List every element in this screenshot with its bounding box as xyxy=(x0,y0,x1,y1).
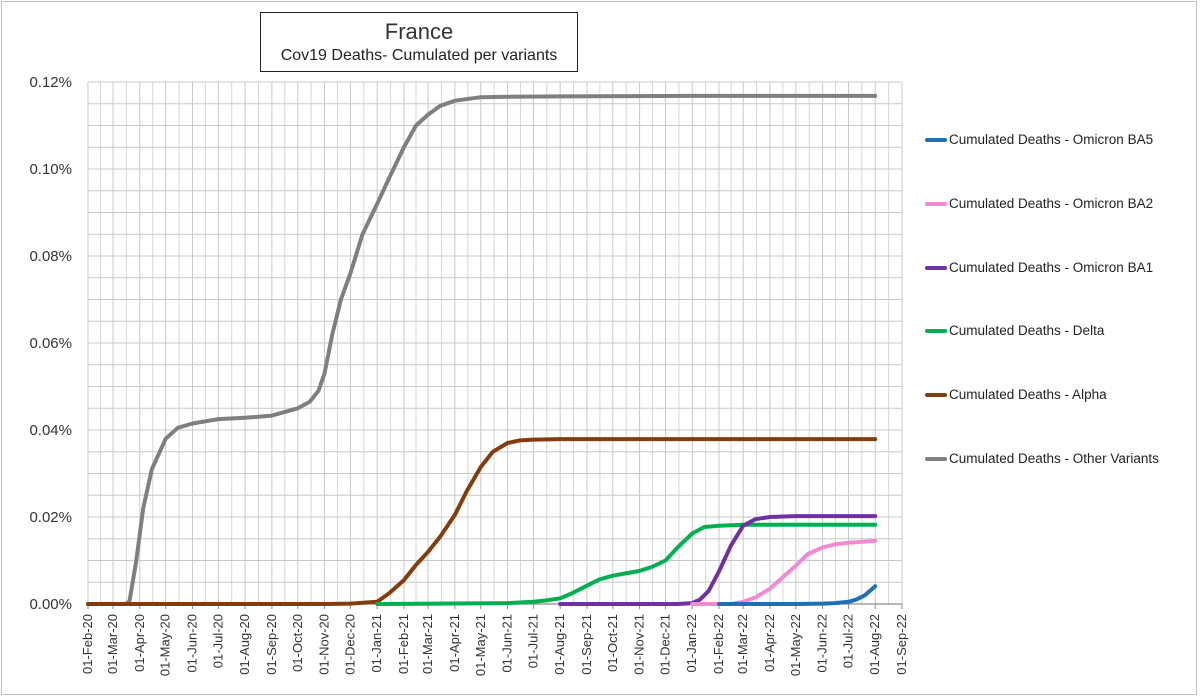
legend-swatch xyxy=(925,266,947,271)
legend-item: Cumulated Deaths - Delta xyxy=(925,322,1104,340)
series-line xyxy=(86,437,878,606)
chart-subtitle: Cov19 Deaths- Cumulated per variants xyxy=(280,47,558,64)
legend-item: Cumulated Deaths - Omicron BA2 xyxy=(925,195,1153,213)
legend-swatch xyxy=(925,138,947,143)
legend-swatch xyxy=(925,202,947,207)
legend-label: Cumulated Deaths - Delta xyxy=(949,323,1105,338)
x-tick-label: 01-Mar-22 xyxy=(735,614,750,674)
x-tick-label: 01-Aug-22 xyxy=(867,614,882,675)
series-line xyxy=(86,93,878,606)
x-tick-label: 01-Jun-21 xyxy=(500,614,515,673)
x-tick-label: 01-Aug-21 xyxy=(552,614,567,675)
x-tick-label: 01-Apr-20 xyxy=(132,614,147,672)
x-tick-label: 01-Jul-20 xyxy=(210,614,225,668)
x-tick-label: 01-Oct-20 xyxy=(290,614,305,672)
legend-item: Cumulated Deaths - Omicron BA5 xyxy=(925,131,1153,149)
x-tick-label: 01-Apr-21 xyxy=(447,614,462,672)
chart-title: France xyxy=(384,19,454,44)
y-tick-label: 0.00% xyxy=(29,596,72,613)
x-tick-label: 01-Nov-20 xyxy=(317,614,332,675)
x-tick-label: 01-Jan-21 xyxy=(369,614,384,673)
legend-item: Cumulated Deaths - Omicron BA1 xyxy=(925,259,1153,277)
series-line xyxy=(558,514,878,606)
x-tick-label: 01-Jun-22 xyxy=(815,614,830,673)
legend-label: Cumulated Deaths - Omicron BA1 xyxy=(949,260,1154,275)
legend-label: Cumulated Deaths - Omicron BA5 xyxy=(949,132,1154,147)
x-tick-label: 01-Sep-22 xyxy=(894,614,909,675)
x-tick-label: 01-Feb-20 xyxy=(80,614,95,674)
x-tick-label: 01-Feb-21 xyxy=(396,614,411,674)
legend-swatch xyxy=(925,329,947,334)
series-line xyxy=(717,584,878,606)
x-tick-label: 01-May-21 xyxy=(473,614,488,676)
x-tick-label: 01-Jul-21 xyxy=(525,614,540,668)
y-tick-label: 0.08% xyxy=(29,248,72,265)
chart-title-box: France Cov19 Deaths- Cumulated per varia… xyxy=(260,12,578,72)
y-tick-label: 0.06% xyxy=(29,335,72,352)
y-tick-label: 0.10% xyxy=(29,161,72,178)
x-tick-label: 01-Sep-20 xyxy=(264,614,279,675)
x-tick-label: 01-Sep-21 xyxy=(579,614,594,675)
legend-item: Cumulated Deaths - Alpha xyxy=(925,386,1107,404)
x-tick-label: 01-Jul-22 xyxy=(840,614,855,668)
x-tick-label: 01-Dec-20 xyxy=(342,614,357,675)
x-tick-label: 01-Jun-20 xyxy=(184,614,199,673)
x-tick-label: 01-Jan-22 xyxy=(684,614,699,673)
x-tick-label: 01-Dec-21 xyxy=(657,614,672,675)
series-line xyxy=(375,522,878,606)
legend-swatch xyxy=(925,457,947,462)
x-tick-label: 01-Nov-21 xyxy=(632,614,647,675)
legend-swatch xyxy=(925,393,947,398)
x-tick-label: 01-May-22 xyxy=(788,614,803,676)
legend-item: Cumulated Deaths - Other Variants xyxy=(925,450,1159,468)
x-tick-label: 01-May-20 xyxy=(158,614,173,676)
legend-label: Cumulated Deaths - Omicron BA2 xyxy=(949,196,1154,211)
y-tick-label: 0.02% xyxy=(29,509,72,526)
y-tick-label: 0.12% xyxy=(29,74,72,91)
legend-label: Cumulated Deaths - Other Variants xyxy=(949,451,1159,466)
x-tick-label: 01-Mar-20 xyxy=(105,614,120,674)
legend-label: Cumulated Deaths - Alpha xyxy=(949,387,1107,402)
x-tick-label: 01-Apr-22 xyxy=(762,614,777,672)
y-tick-label: 0.04% xyxy=(29,422,72,439)
x-tick-label: 01-Aug-20 xyxy=(237,614,252,675)
x-tick-label: 01-Mar-21 xyxy=(420,614,435,674)
x-tick-label: 01-Oct-21 xyxy=(605,614,620,672)
x-tick-label: 01-Feb-22 xyxy=(711,614,726,674)
